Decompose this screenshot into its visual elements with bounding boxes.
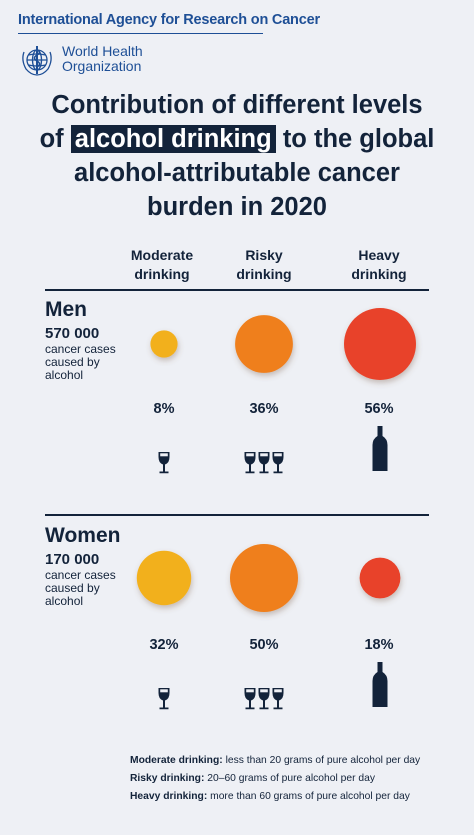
legend-risky-def: 20–60 grams of pure alcohol per day xyxy=(207,773,375,784)
men-heavy-bubble xyxy=(344,308,416,380)
divider-women xyxy=(45,514,429,516)
men-risky-pct: 36% xyxy=(249,401,279,417)
who-name: World Health Organization xyxy=(62,44,143,74)
column-header-risky-line2: drinking xyxy=(236,266,292,282)
title-line4: burden in 2020 xyxy=(147,193,327,221)
women-moderate-bubble xyxy=(136,550,192,606)
men-heavy-pct: 56% xyxy=(364,401,394,417)
title-line3: alcohol-attributable cancer xyxy=(74,159,400,187)
men-desc-line1: cancer cases xyxy=(45,342,116,356)
who-name-line1: World Health xyxy=(62,43,143,59)
women-bottle-icon xyxy=(372,662,388,707)
legend-heavy-term: Heavy drinking: xyxy=(130,791,208,802)
men-risky-bubble xyxy=(235,315,293,373)
men-desc-line3: alcohol xyxy=(45,368,84,382)
women-description: cancer cases caused by alcohol xyxy=(45,569,140,608)
who-name-line2: Organization xyxy=(62,58,142,74)
men-wine-glass-icon xyxy=(158,452,170,474)
who-emblem-icon xyxy=(18,42,56,78)
women-heavy-bubble xyxy=(359,557,401,599)
legend-moderate-term: Moderate drinking: xyxy=(130,755,223,766)
legend-heavy-def: more than 60 grams of pure alcohol per d… xyxy=(210,791,410,802)
women-heavy-pct: 18% xyxy=(364,637,394,653)
men-three-wine-glasses-icon xyxy=(244,452,284,474)
women-risky-bubble xyxy=(230,544,298,612)
women-total: 170 000 xyxy=(45,551,100,568)
men-title: Men xyxy=(45,298,87,321)
men-desc-line2: caused by xyxy=(45,355,100,369)
header-divider xyxy=(18,33,263,34)
men-description: cancer cases caused by alcohol xyxy=(45,343,140,382)
column-header-heavy: Heavy drinking xyxy=(324,246,434,284)
title-line2: of alcohol drinking to the global xyxy=(0,122,474,156)
legend-risky-term: Risky drinking: xyxy=(130,773,205,784)
women-desc-line3: alcohol xyxy=(45,594,84,608)
men-moderate-bubble xyxy=(150,330,178,358)
divider-men xyxy=(45,289,429,291)
column-header-moderate-line1: Moderate xyxy=(130,247,194,263)
men-moderate-pct: 8% xyxy=(153,401,175,417)
org-name: International Agency for Research on Can… xyxy=(18,12,320,28)
women-desc-line1: cancer cases xyxy=(45,568,116,582)
column-header-moderate-line2: drinking xyxy=(134,266,190,282)
men-bottle-icon xyxy=(372,426,388,471)
column-header-risky: Risky drinking xyxy=(209,246,319,284)
title-highlight: alcohol drinking xyxy=(70,125,276,153)
legend-moderate-def: less than 20 grams of pure alcohol per d… xyxy=(225,755,421,766)
column-header-heavy-line2: drinking xyxy=(351,266,407,282)
title-line2-post: to the global xyxy=(282,125,435,153)
page-title: Contribution of different levels of alco… xyxy=(0,88,474,224)
women-title: Women xyxy=(45,524,121,547)
legend-risky: Risky drinking: 20–60 grams of pure alco… xyxy=(130,773,375,784)
column-header-moderate: Moderate drinking xyxy=(107,246,217,284)
legend-moderate: Moderate drinking: less than 20 grams of… xyxy=(130,755,420,766)
men-total: 570 000 xyxy=(45,325,100,342)
women-risky-pct: 50% xyxy=(249,637,279,653)
women-desc-line2: caused by xyxy=(45,581,100,595)
title-line1: Contribution of different levels xyxy=(51,91,423,119)
women-moderate-pct: 32% xyxy=(149,637,179,653)
women-three-wine-glasses-icon xyxy=(244,688,284,710)
column-header-risky-line1: Risky xyxy=(245,247,283,263)
title-line2-pre: of xyxy=(39,125,64,153)
women-wine-glass-icon xyxy=(158,688,170,710)
legend-heavy: Heavy drinking: more than 60 grams of pu… xyxy=(130,791,410,802)
column-header-heavy-line1: Heavy xyxy=(358,247,400,263)
